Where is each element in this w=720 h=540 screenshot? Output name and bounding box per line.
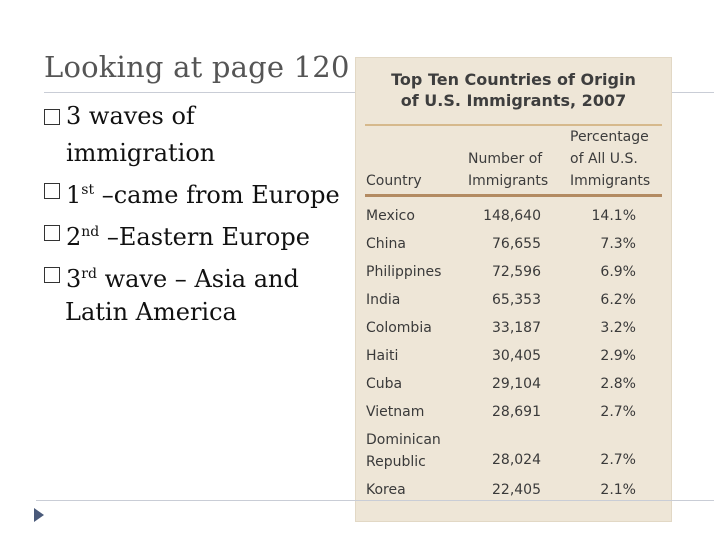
cell-percentage: 3.2% [600, 320, 636, 336]
cell-country: Cuba [366, 376, 403, 392]
cell-country: Philippines [366, 264, 442, 280]
immigration-table-panel: Top Ten Countries of Origin of U.S. Immi… [355, 57, 672, 522]
triangle-arrow-icon [34, 508, 44, 522]
bullet-body: –came from Europe [94, 181, 340, 209]
bullet-body: wave – Asia and [96, 265, 299, 293]
ordinal-number: 1 [66, 181, 82, 209]
ordinal-suffix: st [81, 182, 95, 198]
cell-percentage: 2.8% [600, 376, 636, 392]
cell-country: Vietnam [366, 404, 425, 420]
bullet-item: 3 waves of immigration [44, 98, 344, 172]
bullet-item: 1st –came from Europe [44, 172, 344, 214]
table-row: Vietnam 28,691 2.7% [356, 399, 671, 427]
header-percentage: Percentage of All U.S. Immigrants [570, 129, 651, 189]
cell-percentage: 6.9% [600, 264, 636, 280]
bullet-body: –Eastern Europe [99, 223, 310, 251]
cell-country: India [366, 292, 401, 308]
cell-country: Colombia [366, 320, 432, 336]
table-row: Haiti 30,405 2.9% [356, 343, 671, 371]
cell-country: China [366, 236, 406, 252]
cell-number: 33,187 [492, 320, 541, 336]
table-row: Korea 22,405 2.1% [356, 477, 671, 505]
cell-number: 30,405 [492, 348, 541, 364]
checkbox-bullet-icon [44, 225, 60, 241]
table-row: Philippines 72,596 6.9% [356, 259, 671, 287]
cell-number: 76,655 [492, 236, 541, 252]
title-rule [365, 124, 662, 126]
cell-number: 29,104 [492, 376, 541, 392]
header-country: Country [366, 173, 422, 189]
cell-country: Korea [366, 482, 406, 498]
checkbox-bullet-icon [44, 109, 60, 125]
table-row: Mexico 148,640 14.1% [356, 203, 671, 231]
cell-country: Mexico [366, 208, 415, 224]
ordinal-suffix: rd [81, 266, 97, 282]
bullet-text: 3rd wave – Asia and [66, 256, 344, 298]
bullet-item: 2nd –Eastern Europe [44, 214, 344, 256]
bullet-continuation: Latin America [65, 298, 237, 326]
table-body: Mexico 148,640 14.1% China 76,655 7.3% P… [356, 203, 671, 505]
header-number: Number of Immigrants [468, 151, 549, 189]
ordinal-number: 3 [66, 265, 82, 293]
cell-number: 28,691 [492, 404, 541, 420]
cell-number: 148,640 [483, 208, 541, 224]
bullet-list: 3 waves of immigration 1st –came from Eu… [44, 98, 344, 331]
bullet-text: 3 waves of immigration [66, 102, 216, 167]
cell-percentage: 2.7% [600, 452, 636, 468]
ordinal-suffix: nd [81, 224, 100, 240]
checkbox-bullet-icon [44, 183, 60, 199]
cell-percentage: 14.1% [591, 208, 636, 224]
cell-percentage: 2.1% [600, 482, 636, 498]
cell-percentage: 2.9% [600, 348, 636, 364]
header-rule [365, 194, 662, 197]
checkbox-bullet-icon [44, 267, 60, 283]
table-row: Colombia 33,187 3.2% [356, 315, 671, 343]
bullet-text: 1st –came from Europe [66, 172, 344, 214]
cell-number: 65,353 [492, 292, 541, 308]
table-row: Cuba 29,104 2.8% [356, 371, 671, 399]
cell-percentage: 7.3% [600, 236, 636, 252]
slide-title: Looking at page 120 [44, 50, 350, 84]
cell-country: Dominican Republic [366, 432, 441, 470]
bullet-text: 2nd –Eastern Europe [66, 214, 344, 256]
cell-percentage: 6.2% [600, 292, 636, 308]
cell-number: 22,405 [492, 482, 541, 498]
table-title: Top Ten Countries of Origin of U.S. Immi… [391, 70, 636, 110]
table-row: Dominican Republic 28,024 2.7% [356, 427, 671, 477]
cell-percentage: 2.7% [600, 404, 636, 420]
cell-country: Haiti [366, 348, 399, 364]
cell-number: 28,024 [492, 452, 541, 468]
cell-number: 72,596 [492, 264, 541, 280]
table-row: China 76,655 7.3% [356, 231, 671, 259]
ordinal-number: 2 [66, 223, 82, 251]
table-row: India 65,353 6.2% [356, 287, 671, 315]
bottom-divider [36, 500, 714, 501]
bullet-item: 3rd wave – Asia and [44, 256, 344, 298]
